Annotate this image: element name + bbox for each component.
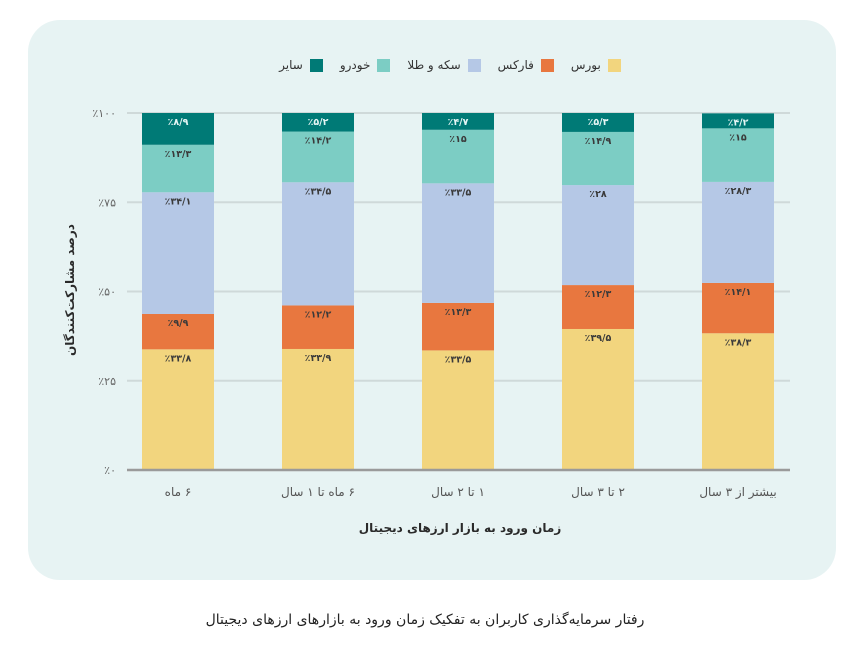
y-tick-label: ٪۷۵ (98, 196, 116, 209)
data-label: ٪۴/۷ (448, 117, 469, 128)
data-label: ٪۲۸/۳ (725, 186, 752, 197)
data-label: ٪۴/۲ (728, 117, 749, 128)
data-label: ٪۳۳/۵ (445, 187, 472, 198)
bar-segment (702, 113, 774, 129)
y-tick-label: ٪۱۰۰ (92, 107, 116, 120)
bar-segment (282, 348, 354, 470)
bar-segment (562, 328, 634, 470)
data-label: ٪۸/۹ (168, 117, 189, 128)
y-tick-label: ٪۵۰ (98, 286, 116, 299)
legend-item-other: سایر (279, 58, 323, 72)
legend-item-forex: فارکس (498, 58, 554, 72)
data-label: ٪۱۵ (449, 134, 467, 145)
chart-legend: بورس فارکس سکه و طلا خودرو سایر (250, 56, 650, 74)
data-label: ٪۱۲/۲ (305, 309, 332, 320)
x-axis-title: زمان ورود به بازار ارزهای دیجیتال (358, 521, 562, 535)
bar-segment (702, 181, 774, 283)
bar-segment (142, 349, 214, 470)
data-label: ٪۵/۳ (588, 117, 609, 128)
x-tick-label: ۱ تا ۲ سال (431, 485, 485, 499)
data-label: ٪۳۳/۹ (305, 353, 332, 364)
bar-segment (282, 305, 354, 349)
bar-segment (282, 113, 354, 132)
data-label: ٪۱۴/۱ (725, 287, 752, 298)
bar-segment (562, 285, 634, 329)
data-label: ٪۲۸ (589, 189, 607, 200)
legend-item-car: خودرو (340, 58, 391, 72)
bar-segment (702, 333, 774, 470)
bar-segment (142, 192, 214, 314)
data-label: ٪۳۴/۵ (305, 186, 332, 197)
legend-label: بورس (570, 58, 601, 72)
bar-segment (562, 113, 634, 132)
bar-segment (282, 182, 354, 306)
data-label: ٪۳۸/۳ (725, 337, 752, 348)
bar-segment (282, 131, 354, 183)
legend-label: فارکس (497, 58, 534, 72)
legend-label: سکه و طلا (407, 58, 461, 72)
x-tick-label: ۲ تا ۳ سال (571, 485, 625, 499)
bars (142, 113, 774, 470)
bar-segment (422, 183, 494, 303)
y-axis-title: درصد مشارکت‌کنندگان (63, 224, 77, 356)
figure-caption: رفتار سرمایه‌گذاری کاربران به تفکیک زمان… (205, 612, 645, 628)
bar-segment (142, 313, 214, 350)
x-tick-label: ۶ ماه تا ۱ سال (281, 485, 355, 499)
bar-segment (702, 282, 774, 334)
bar-segment (702, 128, 774, 182)
legend-label: سایر (279, 58, 303, 72)
data-label: ٪۱۵ (729, 132, 747, 143)
legend-item-bourse: بورس (571, 58, 621, 72)
legend-swatch (467, 58, 481, 72)
legend-label: خودرو (339, 58, 371, 72)
bar-segment (422, 350, 494, 470)
data-label: ٪۹/۹ (168, 318, 189, 329)
bar-segment (562, 131, 634, 186)
bar-segment (142, 113, 214, 145)
axes: ٪۰ ٪۲۵ ٪۵۰ ٪۷۵ ٪۱۰۰ ۶ ماه ۶ ماه تا ۱ سال ۱ تا ۲… (92, 107, 790, 500)
data-label: ٪۱۴/۹ (585, 136, 612, 147)
data-label: ٪۱۳/۳ (165, 149, 192, 160)
x-tick-label: ۶ ماه (165, 485, 192, 499)
bar-segment (422, 302, 494, 351)
data-label: ٪۳۳/۵ (445, 354, 472, 365)
data-label: ٪۵/۲ (308, 117, 329, 128)
y-tick-label: ٪۲۵ (98, 375, 116, 388)
data-label: ٪۱۴/۲ (305, 136, 332, 147)
data-label: ٪۱۳/۳ (445, 307, 472, 318)
bar-segment (422, 129, 494, 184)
legend-swatch (540, 58, 554, 72)
legend-swatch (309, 58, 323, 72)
bar-segment (142, 144, 214, 193)
legend-swatch (607, 58, 621, 72)
x-tick-label: بیشتر از ۳ سال (699, 485, 776, 500)
y-tick-label: ٪۰ (104, 464, 116, 477)
data-label: ٪۳۹/۵ (585, 333, 612, 344)
legend-item-coin-gold: سکه و طلا (407, 58, 481, 72)
data-label: ٪۳۴/۱ (165, 196, 192, 207)
legend-swatch (377, 58, 391, 72)
data-label: ٪۳۳/۸ (165, 353, 192, 364)
bar-segment (422, 113, 494, 130)
data-labels: ٪۳۳/۸ ٪۹/۹ ٪۳۴/۱ ٪۱۳/۳ ٪۸/۹ ٪۳۳/۹ ٪۱۲/۲ ٪۳۴/۵ ٪۱… (165, 117, 752, 365)
bar-segment (562, 185, 634, 286)
data-label: ٪۱۲/۳ (585, 289, 612, 300)
